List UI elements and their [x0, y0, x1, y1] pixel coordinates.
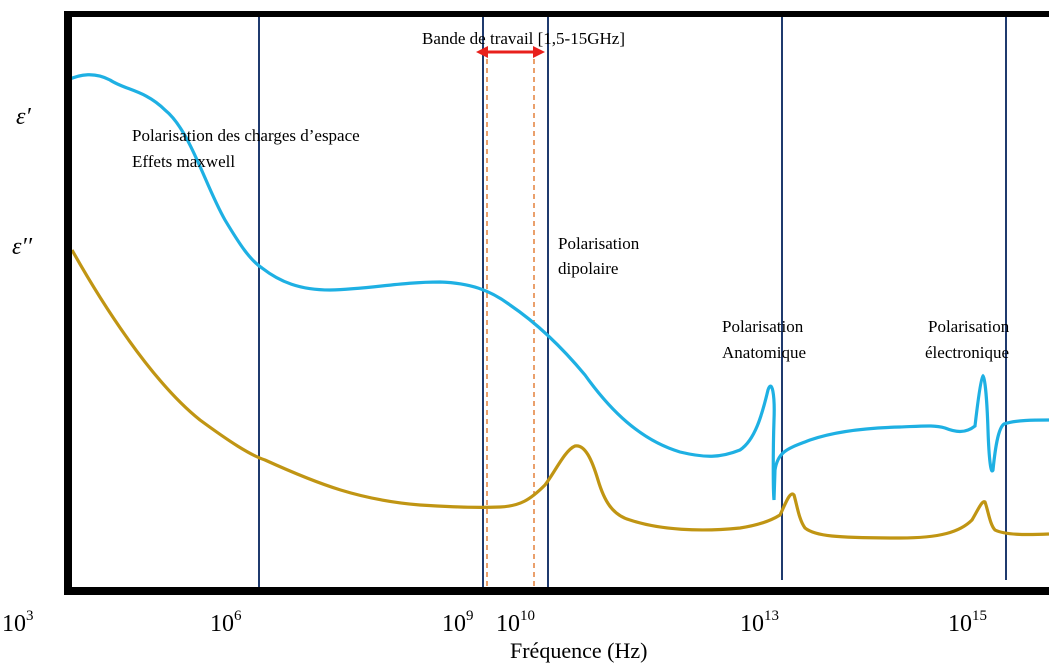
- x-tick-1e6: 106: [210, 608, 242, 637]
- annotation-dipolar-line2: dipolaire: [558, 259, 618, 278]
- frequency-markers: [258, 14, 1007, 590]
- x-tick-1e13: 1013: [740, 608, 779, 637]
- x-tick-1e10: 1010: [496, 608, 535, 637]
- band-label: Bande de travail [1,5-15GHz]: [422, 29, 625, 48]
- x-tick-1e15: 1015: [948, 608, 987, 637]
- eps-prime-label: ε′: [16, 104, 31, 130]
- annotation-atomic-line2: Anatomique: [722, 343, 806, 362]
- eps-prime-curve: [67, 73, 1049, 501]
- axes-frame: [64, 11, 1049, 595]
- annotation-space-charge-line2: Effets maxwell: [132, 152, 235, 171]
- x-tick-1e9: 109: [442, 608, 474, 637]
- eps-double-prime-curve: [70, 249, 1049, 540]
- top-axis-line: [64, 11, 1049, 17]
- annotation-electronic-line2: électronique: [925, 343, 1009, 362]
- y-axis-line: [64, 14, 72, 594]
- x-axis-title: Fréquence (Hz): [510, 638, 647, 663]
- x-tick-labels: 103 106 109 1010 1013 1015: [2, 608, 987, 637]
- annotation-space-charge-line1: Polarisation des charges d’espace: [132, 126, 360, 145]
- x-axis-line: [64, 587, 1049, 595]
- annotation-electronic-line1: Polarisation: [928, 317, 1010, 336]
- working-band-bounds: [486, 50, 535, 590]
- annotation-dipolar-line1: Polarisation: [558, 234, 640, 253]
- x-tick-1e3: 103: [2, 608, 34, 637]
- band-arrow: [476, 46, 545, 58]
- annotation-atomic-line1: Polarisation: [722, 317, 804, 336]
- eps-double-prime-label: ε′′: [12, 234, 33, 260]
